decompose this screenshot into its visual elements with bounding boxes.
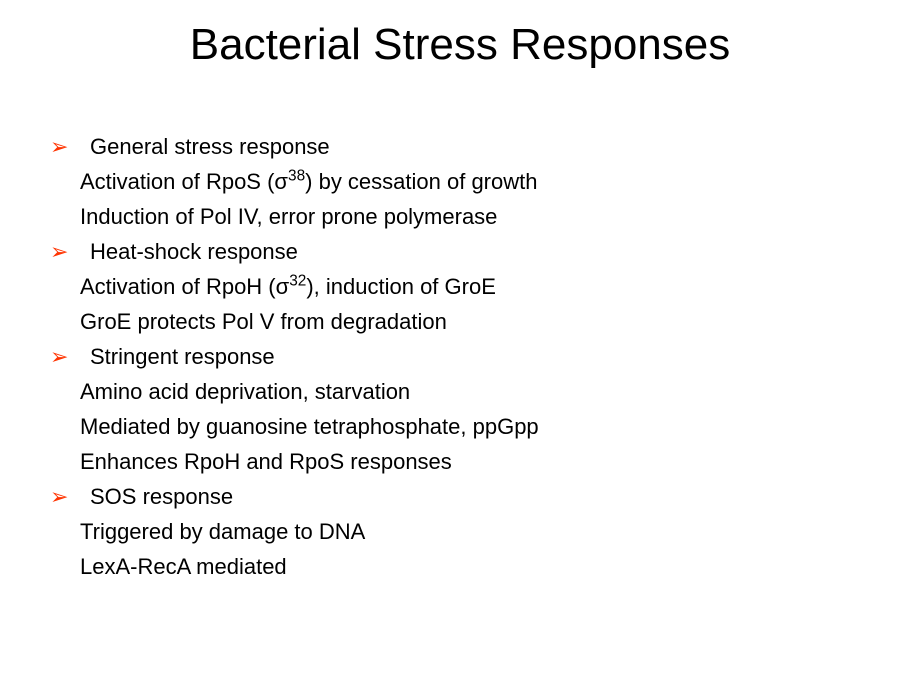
line-prefix: Induction of Pol IV, error prone polymer… xyxy=(80,204,497,229)
sub-line: Induction of Pol IV, error prone polymer… xyxy=(50,200,870,233)
arrow-bullet-icon: ➢ xyxy=(50,239,84,265)
line-suffix: ), induction of GroE xyxy=(306,274,496,299)
sub-line: GroE protects Pol V from degradation xyxy=(50,305,870,338)
slide-container: Bacterial Stress Responses ➢ General str… xyxy=(0,0,920,690)
line-prefix: LexA-RecA mediated xyxy=(80,554,287,579)
content-area: ➢ General stress response Activation of … xyxy=(50,130,870,583)
sub-line: Triggered by damage to DNA xyxy=(50,515,870,548)
bullet-item: ➢ General stress response xyxy=(50,130,870,163)
line-sup: 32 xyxy=(289,273,306,290)
bullet-heading: Stringent response xyxy=(84,340,275,373)
line-prefix: GroE protects Pol V from degradation xyxy=(80,309,447,334)
line-prefix: Activation of RpoH (σ xyxy=(80,274,289,299)
sub-line: Amino acid deprivation, starvation xyxy=(50,375,870,408)
arrow-bullet-icon: ➢ xyxy=(50,134,84,160)
sub-line: Activation of RpoS (σ38) by cessation of… xyxy=(50,165,870,198)
line-prefix: Enhances RpoH and RpoS responses xyxy=(80,449,452,474)
sub-line: Activation of RpoH (σ32), induction of G… xyxy=(50,270,870,303)
bullet-item: ➢ Heat-shock response xyxy=(50,235,870,268)
bullet-item: ➢ SOS response xyxy=(50,480,870,513)
bullet-heading: SOS response xyxy=(84,480,233,513)
bullet-heading: General stress response xyxy=(84,130,330,163)
arrow-bullet-icon: ➢ xyxy=(50,484,84,510)
sub-line: LexA-RecA mediated xyxy=(50,550,870,583)
line-suffix: ) by cessation of growth xyxy=(305,169,537,194)
sub-line: Enhances RpoH and RpoS responses xyxy=(50,445,870,478)
sub-line: Mediated by guanosine tetraphosphate, pp… xyxy=(50,410,870,443)
arrow-bullet-icon: ➢ xyxy=(50,344,84,370)
line-prefix: Amino acid deprivation, starvation xyxy=(80,379,410,404)
line-prefix: Triggered by damage to DNA xyxy=(80,519,365,544)
bullet-item: ➢ Stringent response xyxy=(50,340,870,373)
line-sup: 38 xyxy=(288,168,305,185)
bullet-heading: Heat-shock response xyxy=(84,235,298,268)
slide-title: Bacterial Stress Responses xyxy=(50,20,870,70)
line-prefix: Activation of RpoS (σ xyxy=(80,169,288,194)
line-prefix: Mediated by guanosine tetraphosphate, pp… xyxy=(80,414,539,439)
